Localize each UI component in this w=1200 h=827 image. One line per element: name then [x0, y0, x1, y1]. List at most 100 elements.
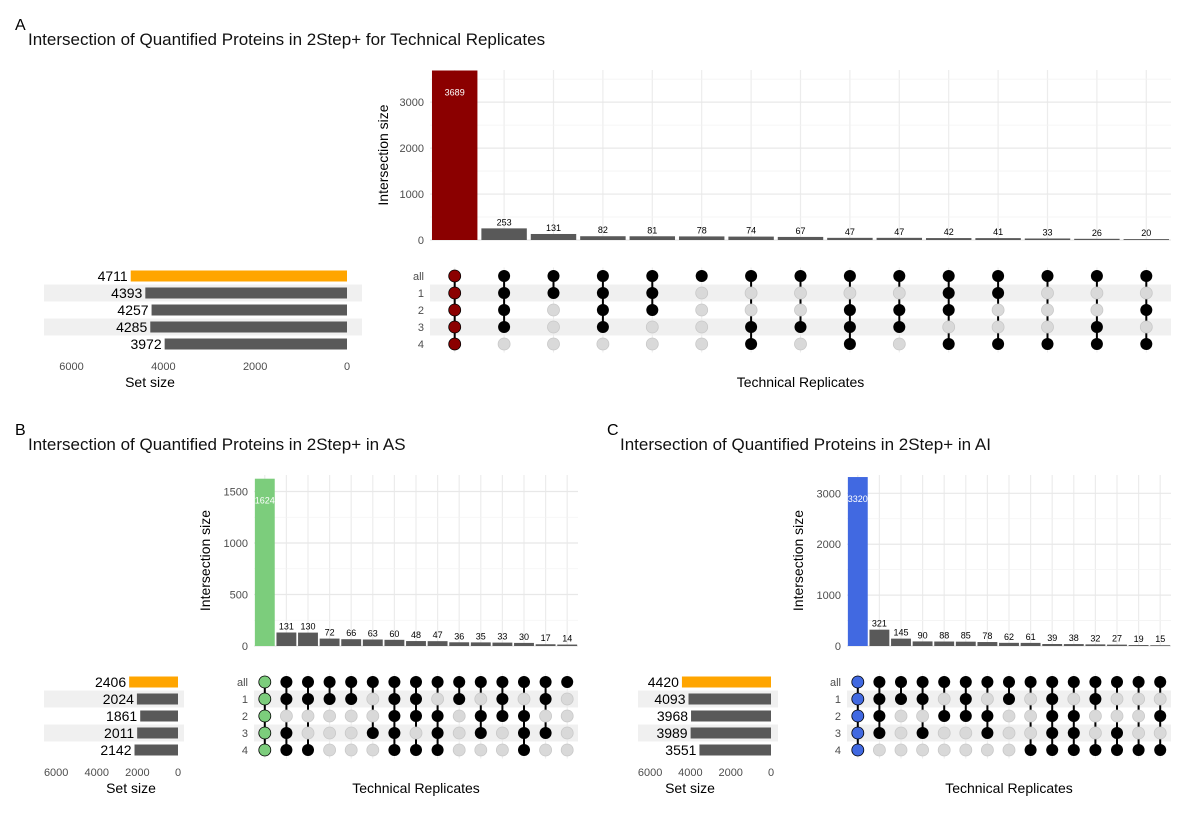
intersection-bar	[557, 644, 578, 646]
intersection-value-label: 32	[1090, 633, 1100, 643]
matrix-dot-filled	[646, 304, 659, 316]
set-row-label: 1	[418, 288, 424, 300]
matrix-dot-filled	[323, 693, 336, 705]
matrix-dot-empty	[539, 709, 552, 723]
matrix-dot-empty	[1024, 726, 1037, 740]
matrix-dot-filled	[981, 727, 994, 739]
matrix-dot-filled	[1067, 710, 1080, 722]
matrix-dot-empty	[323, 743, 337, 757]
matrix-dot-filled	[1041, 270, 1054, 282]
matrix-dot-filled	[1003, 693, 1015, 705]
intersection-bar	[481, 228, 527, 240]
y-tick-label: 0	[242, 641, 248, 653]
matrix-dot-filled	[1111, 676, 1123, 688]
set-size-value-label: 1861	[106, 708, 137, 724]
matrix-dot-filled	[258, 692, 272, 706]
matrix-dot-filled	[959, 710, 972, 722]
matrix-dot-filled	[431, 676, 444, 688]
set-size-bar	[145, 287, 347, 299]
matrix-dot-filled	[388, 676, 401, 688]
matrix-dot-filled	[498, 321, 511, 333]
intersection-bar	[319, 638, 340, 646]
panel-letter: C	[607, 422, 619, 439]
matrix-dot-filled	[942, 338, 955, 350]
matrix-dot-filled	[1090, 338, 1103, 350]
matrix-dot-filled	[448, 320, 462, 334]
intersection-bar	[999, 642, 1019, 646]
matrix-dot-filled	[893, 304, 906, 316]
set-size-value-label: 2024	[103, 691, 134, 707]
matrix-dot-filled	[388, 710, 401, 722]
matrix-dot-empty	[959, 726, 973, 740]
matrix-dot-filled	[851, 709, 865, 723]
y-tick-label: 1000	[224, 538, 248, 550]
set-size-value-label: 2011	[104, 725, 134, 741]
matrix-dot-filled	[366, 676, 379, 688]
y-axis-title: Intersection size	[197, 510, 213, 611]
matrix-dot-empty	[547, 303, 560, 317]
set-size-bar	[136, 693, 178, 705]
matrix-dot-empty	[892, 286, 906, 300]
y-tick-label: 3000	[400, 97, 424, 109]
matrix-dot-empty	[301, 709, 315, 723]
matrix-dot-filled	[410, 710, 422, 722]
matrix-dot-filled	[388, 744, 401, 756]
matrix-dot-filled	[431, 710, 444, 722]
matrix-dot-empty	[366, 743, 380, 757]
matrix-dot-empty	[409, 726, 423, 740]
matrix-dot-empty	[344, 743, 358, 757]
matrix-dot-empty	[560, 743, 574, 757]
set-row-label: 2	[418, 305, 424, 317]
intersection-value-label: 66	[346, 628, 356, 638]
matrix-dot-empty	[794, 286, 807, 300]
matrix-dot-empty	[539, 743, 552, 757]
matrix-dot-filled	[448, 303, 462, 317]
matrix-dot-empty	[474, 743, 488, 757]
matrix-dot-empty	[323, 726, 337, 740]
set-size-value-label: 2142	[100, 742, 131, 758]
intersection-bar	[406, 641, 426, 646]
set-size-bar	[140, 710, 178, 722]
matrix-dot-empty	[959, 743, 973, 757]
matrix-dot-filled	[1090, 270, 1103, 282]
matrix-dot-filled	[496, 693, 509, 705]
matrix-dot-filled	[646, 287, 659, 299]
intersection-value-label: 27	[1112, 634, 1122, 644]
matrix-dot-filled	[448, 269, 462, 283]
set-size-tick-label: 0	[175, 767, 181, 779]
matrix-dot-filled	[596, 304, 609, 316]
y-tick-label: 2000	[817, 539, 841, 551]
matrix-dot-filled	[561, 676, 574, 688]
matrix-dot-filled	[453, 676, 466, 688]
set-size-axis-title: Set size	[106, 780, 156, 796]
set-size-value-label: 3972	[130, 336, 161, 352]
intersection-value-label: 131	[546, 223, 561, 233]
set-size-value-label: 3968	[657, 708, 688, 724]
matrix-dot-filled	[981, 710, 994, 722]
y-tick-label: 0	[835, 641, 841, 653]
matrix-dot-empty	[695, 303, 709, 317]
matrix-dot-filled	[1046, 744, 1059, 756]
intersection-grid	[254, 475, 578, 647]
intersection-bar	[847, 477, 868, 646]
intersection-bar	[1042, 644, 1063, 646]
matrix-dot-filled	[453, 693, 466, 705]
set-size-bar	[129, 676, 178, 688]
matrix-dot-filled	[695, 270, 708, 282]
intersection-value-label: 88	[939, 631, 949, 641]
set-size-tick-label: 6000	[59, 361, 83, 373]
intersection-value-label: 74	[746, 226, 756, 236]
intersection-bar	[1020, 642, 1041, 646]
intersection-value-label: 14	[562, 634, 572, 644]
matrix-dot-empty	[892, 337, 906, 351]
set-size-bar	[164, 338, 347, 350]
matrix-dot-filled	[410, 676, 422, 688]
matrix-dot-empty	[937, 743, 951, 757]
intersection-value-label: 3689	[445, 88, 465, 98]
set-size-bar	[137, 727, 178, 739]
intersection-bar	[1024, 238, 1071, 240]
panel-letter: B	[15, 422, 26, 439]
matrix-dot-filled	[1046, 693, 1059, 705]
matrix-dot-empty	[794, 337, 807, 351]
